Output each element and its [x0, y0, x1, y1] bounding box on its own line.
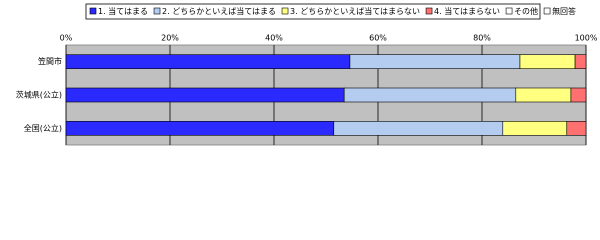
y-tick-label: 笠間市 [38, 56, 62, 66]
x-tick-label: 60% [369, 34, 387, 43]
legend-label: 3. どちらかといえば当てはまらない [290, 6, 420, 16]
bar-segment [349, 54, 521, 69]
bar-segment [343, 87, 517, 103]
legend-label: 2. どちらかといえば当てはまる [162, 6, 276, 16]
bar-segment [570, 87, 587, 103]
x-tick-label: 0% [60, 34, 73, 43]
bar-segment [502, 121, 568, 136]
legend-swatch [505, 7, 513, 15]
legend-swatch [543, 7, 551, 15]
x-tick-label: 20% [161, 34, 179, 43]
legend-label: 1. 当てはまる [98, 6, 148, 16]
legend-swatch [153, 7, 161, 15]
legend-label: 無回答 [552, 6, 576, 16]
x-tick-label: 80% [473, 34, 491, 43]
bar-segment [65, 121, 335, 136]
bar-segment [65, 87, 345, 103]
x-tick-label: 40% [265, 34, 283, 43]
y-tick-label: 全国(公立) [24, 123, 62, 133]
bar-segment [65, 54, 351, 69]
bar-segment [519, 54, 576, 69]
legend-label: その他 [514, 6, 538, 16]
bar-segment [566, 121, 587, 136]
y-tick-label: 茨城県(公立) [16, 90, 62, 100]
legend-swatch [89, 7, 97, 15]
bar-segment [574, 54, 587, 69]
bar-segment [515, 87, 572, 103]
bar-segment [333, 121, 504, 136]
legend-swatch [425, 7, 433, 15]
x-tick-label: 100% [575, 34, 598, 43]
legend-label: 4. 当てはまらない [434, 6, 500, 16]
legend-swatch [281, 7, 289, 15]
